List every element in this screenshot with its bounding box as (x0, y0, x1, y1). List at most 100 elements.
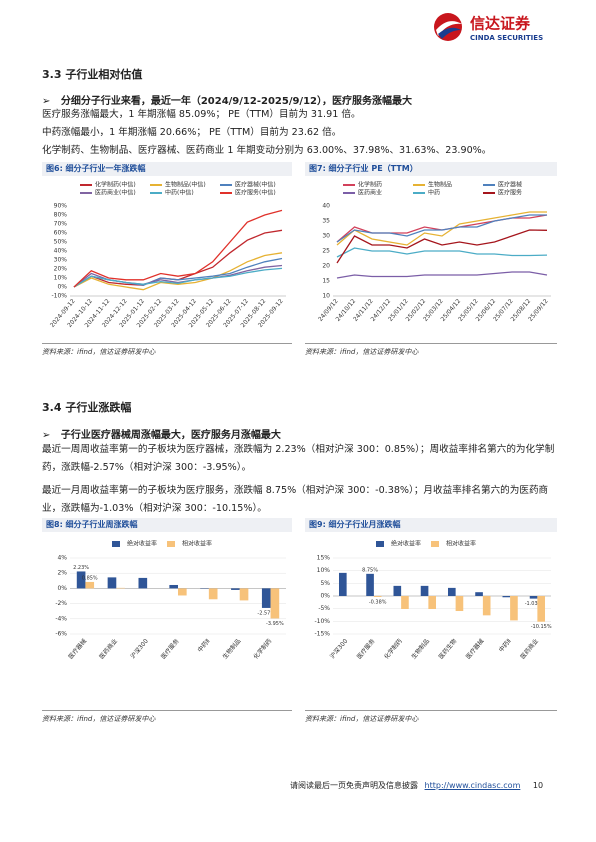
line-series (336, 229, 548, 264)
x-tick-label: 生物制品 (409, 637, 431, 661)
figure-source: 资料来源：ifind，信达证券研发中心 (42, 343, 292, 357)
chart: 化学制药(中信) 生物制品(中信) 医疗器械(中信) 医药商业(中信) 中药(中信) 医疗… (49, 181, 286, 329)
bar (85, 581, 95, 589)
bar (366, 573, 374, 596)
bar (447, 587, 456, 596)
line-series (73, 267, 283, 288)
legend-label: 相对收益率 (446, 540, 476, 548)
chart: 绝对收益率 相对收益率 -15% -10% -5% 0% 5% 10% 15% 沪深300 医疗服务… (314, 540, 552, 661)
y-tick-label: -6% (55, 631, 67, 638)
y-tick-label: 15 (322, 278, 330, 285)
y-tick-label: 10% (317, 567, 331, 574)
legend-label: 医疗器械(中信) (235, 181, 276, 189)
figure-caption: 图7: 细分子行业 PE（TTM） (305, 162, 557, 176)
x-tick-label: 生物制品 (221, 637, 243, 661)
bar (475, 592, 483, 596)
legend-label: 医疗服务(中信) (235, 189, 276, 197)
bullet: ➢ 子行业医疗器械周涨幅最大，医疗服务月涨幅最大 (42, 430, 281, 441)
data-label: -10.15% (531, 624, 552, 630)
data-label: 0.85% (82, 575, 98, 581)
x-tick-label: 中药Ⅱ (196, 637, 212, 654)
x-tick-label: 化学制药 (252, 637, 274, 661)
line-series (336, 214, 548, 243)
data-label: 2.23% (73, 565, 89, 571)
y-tick-label: 70% (54, 221, 68, 228)
section-title: 3.4 子行业涨跌幅 (42, 401, 132, 414)
bar (393, 585, 402, 596)
bar (270, 588, 280, 619)
x-tick-label: 医疗器械 (67, 637, 89, 661)
y-tick-label: -10% (51, 293, 67, 300)
bar (502, 596, 511, 598)
y-tick-label: 20% (54, 266, 68, 273)
legend-label: 医药商业 (358, 189, 382, 197)
y-tick-label: 40 (322, 203, 330, 210)
logo-cn: 信达证券 (470, 15, 531, 33)
bullet: ➢ 分细分子行业来看，最近一年（2024/9/12-2025/9/12），医疗服… (42, 96, 412, 107)
y-tick-label: -5% (318, 605, 330, 612)
data-label: -3.95% (266, 621, 284, 627)
bullet-text: 分细分子行业来看，最近一年（2024/9/12-2025/9/12），医疗服务涨… (60, 96, 412, 107)
footer-link[interactable]: http://www.cindasc.com (424, 781, 521, 790)
section-title: 3.3 子行业相对估值 (42, 68, 143, 81)
legend-label: 绝对收益率 (127, 540, 157, 548)
legend-label: 医药商业(中信) (95, 189, 136, 197)
legend-label: 生物制品 (428, 181, 452, 189)
line-series (73, 252, 283, 291)
figure-source: 资料来源：ifind，信达证券研发中心 (305, 343, 557, 357)
x-tick-label: 沪深300 (328, 637, 349, 660)
x-tick-label: 医药商业 (518, 637, 540, 661)
y-tick-label: 0% (320, 593, 330, 600)
line-series (336, 214, 547, 243)
paragraph: 医疗服务涨幅最大，1 年期涨幅 85.09%； PE（TTM）目前为 31.91… (42, 109, 361, 120)
line-series (73, 209, 283, 288)
x-tick-label: 医药商业 (97, 637, 119, 661)
y-tick-label: 10% (54, 275, 68, 282)
bar (239, 588, 249, 601)
y-tick-label: 35 (322, 218, 330, 225)
legend-label: 中药 (428, 189, 440, 197)
bar (537, 596, 546, 622)
legend-label: 医疗器械 (498, 181, 522, 189)
x-tick-label: 医疗服务 (159, 637, 181, 661)
legend-swatch (167, 541, 175, 547)
y-tick-label: 30 (322, 233, 330, 240)
figure-caption: 图6: 细分子行业一年涨跌幅 (42, 162, 292, 176)
y-tick-label: 15% (317, 555, 331, 562)
logo-icon (434, 13, 462, 41)
bar (529, 596, 538, 599)
bar (338, 572, 347, 596)
paragraph: 最近一周周收益率第一的子板块为医疗器械，涨跌幅为 2.23%（相对沪深 300：… (42, 444, 555, 473)
bar (482, 596, 491, 616)
y-tick-label: -10% (314, 618, 330, 625)
data-label: -2.57% (257, 610, 275, 616)
figure-caption: 图9: 细分子行业月涨跌幅 (305, 518, 557, 532)
bar (420, 585, 429, 596)
bar (169, 584, 178, 589)
y-tick-label: 0% (57, 585, 67, 592)
legend-swatch (431, 541, 439, 547)
disclaimer: 请阅读最后一页免责声明及信息披露 (290, 781, 418, 790)
legend-swatch (376, 541, 384, 547)
legend-label: 生物制品(中信) (165, 181, 206, 189)
y-tick-label: 0% (57, 284, 67, 291)
bar (76, 571, 86, 589)
y-tick-label: 60% (54, 230, 68, 237)
x-tick-label: 中药Ⅱ (497, 637, 513, 654)
legend-label: 化学制药 (358, 181, 382, 189)
figure-caption: 图8: 细分子行业周涨跌幅 (42, 518, 292, 532)
chart: 绝对收益率 相对收益率 -6% -4% -2% 0% 2% 4% 医疗器械 2.23% 0.85% 医… (55, 540, 286, 661)
x-tick-label: 沪深300 (129, 637, 150, 660)
footer: 请阅读最后一页免责声明及信息披露 http://www.cindasc.com … (290, 780, 543, 791)
line-series (336, 271, 548, 279)
y-tick-label: -2% (55, 600, 67, 607)
y-tick-label: 80% (54, 212, 68, 219)
bar (261, 588, 271, 608)
logo: 信达证券 CINDA SECURITIES (434, 13, 543, 42)
y-tick-label: 4% (57, 555, 67, 562)
legend-label: 中药(中信) (165, 189, 194, 197)
bar (455, 596, 464, 612)
bar (401, 596, 409, 609)
line-series (336, 247, 548, 258)
